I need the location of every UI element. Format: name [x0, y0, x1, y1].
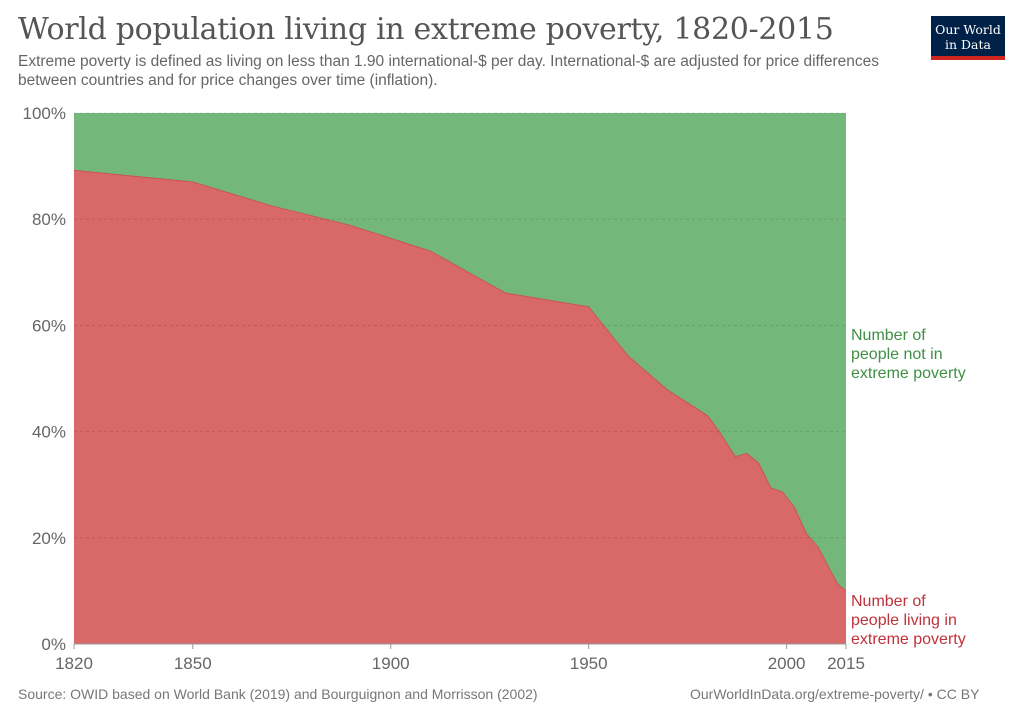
- label-extreme-poverty-line: people living in: [851, 612, 957, 629]
- label-not-in-extreme-poverty-line: Number of: [851, 327, 926, 344]
- license-link[interactable]: OurWorldInData.org/extreme-poverty/ • CC…: [690, 686, 980, 702]
- label-not-in-extreme-poverty-line: people not in: [851, 346, 943, 363]
- x-tick-label: 1900: [372, 654, 410, 673]
- x-tick-label: 2015: [827, 654, 865, 673]
- label-not-in-extreme-poverty: Number of people not in extreme poverty: [851, 327, 966, 382]
- y-tick-label: 0%: [41, 635, 66, 654]
- y-tick-label: 20%: [32, 529, 66, 548]
- x-tick-label: 1950: [570, 654, 608, 673]
- y-tick-label: 100%: [23, 104, 66, 123]
- y-axis-ticks: 0% 20% 40% 60% 80% 100%: [23, 104, 66, 654]
- x-tick-label: 2000: [768, 654, 806, 673]
- label-extreme-poverty-line: Number of: [851, 593, 926, 610]
- poverty-area-chart: 0% 20% 40% 60% 80% 100% 1820 1850 1900 1950 2000 2…: [23, 104, 966, 673]
- y-tick-label: 80%: [32, 210, 66, 229]
- chart-areas: [73, 113, 847, 644]
- chart-subtitle: Extreme poverty is defined as living on …: [18, 53, 880, 89]
- x-tick-label: 1850: [174, 654, 212, 673]
- chart-title: World population living in extreme pover…: [18, 12, 834, 47]
- source-note: Source: OWID based on World Bank (2019) …: [18, 686, 538, 702]
- series-boundary-line: [73, 169, 847, 592]
- area-not-in-extreme-poverty[interactable]: [74, 113, 846, 591]
- logo-line-1: Our World: [935, 22, 1001, 37]
- chart-gridlines: [74, 112, 846, 645]
- owid-logo[interactable]: Our World in Data: [931, 16, 1005, 60]
- y-tick-label: 40%: [32, 423, 66, 442]
- x-tick-label: 1820: [55, 654, 93, 673]
- label-extreme-poverty-line: extreme poverty: [851, 631, 966, 648]
- label-extreme-poverty: Number of people living in extreme poverty: [851, 593, 966, 648]
- label-not-in-extreme-poverty-line: extreme poverty: [851, 365, 966, 382]
- x-axis-ticks: 1820 1850 1900 1950 2000 2015: [55, 644, 865, 673]
- area-extreme-poverty[interactable]: [74, 170, 846, 644]
- y-tick-label: 60%: [32, 316, 66, 335]
- logo-line-2: in Data: [945, 37, 991, 52]
